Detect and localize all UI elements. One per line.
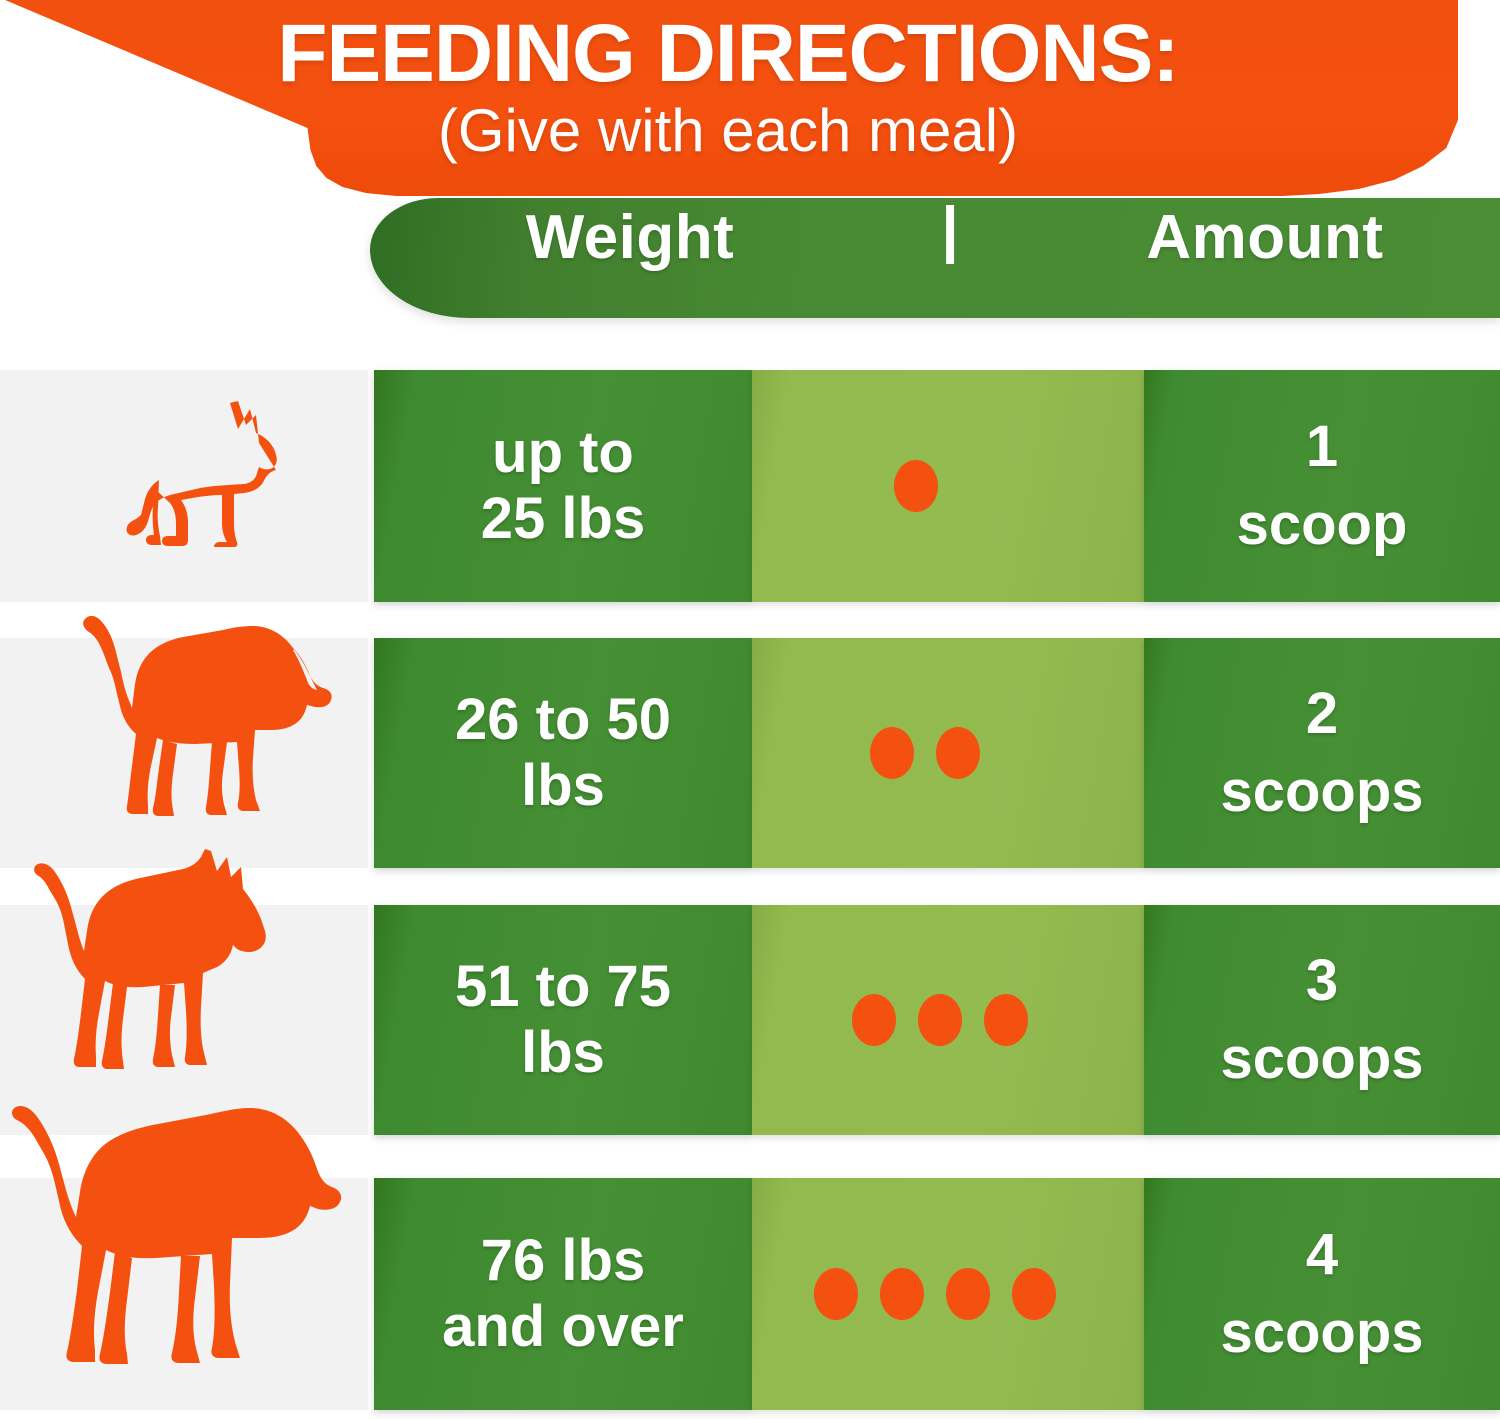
dose-dot: [870, 727, 914, 779]
header-divider: |: [941, 195, 959, 264]
header-zone: Weight | Amount FEEDING DIRECTIONS: (Giv…: [0, 0, 1500, 330]
dot-group: [852, 994, 1028, 1046]
small-dog-icon: [110, 395, 290, 550]
amount-value: 1 scoop: [1236, 414, 1408, 557]
weight-cell: 26 to 50 lbs: [374, 638, 752, 868]
dose-dot: [852, 994, 896, 1046]
dose-dots-cell: [752, 905, 1144, 1135]
table-row: 26 to 50 lbs 2 scoops: [0, 638, 1500, 868]
amount-value: 2 scoops: [1220, 681, 1424, 824]
dose-dot: [880, 1268, 924, 1320]
amount-value: 4 scoops: [1220, 1222, 1424, 1365]
extra-large-dog-icon: [10, 1098, 350, 1368]
dose-dot: [936, 727, 980, 779]
header-weight-label: Weight: [525, 203, 735, 272]
amount-value: 3 scoops: [1220, 948, 1424, 1091]
table-header-bar: Weight | Amount: [370, 195, 1500, 318]
medium-dog-icon: [55, 608, 340, 823]
header-amount-label: Amount: [1146, 203, 1384, 272]
dose-dot: [1012, 1268, 1056, 1320]
dose-dot: [918, 994, 962, 1046]
weight-value: 26 to 50 lbs: [455, 687, 671, 818]
weight-cell: up to 25 lbs: [374, 370, 752, 602]
amount-cell: 4 scoops: [1144, 1178, 1500, 1410]
dot-group: [814, 1268, 1056, 1320]
amount-cell: 3 scoops: [1144, 905, 1500, 1135]
large-dog-icon: [34, 845, 315, 1083]
page-title: FEEDING DIRECTIONS:: [277, 8, 1179, 99]
dose-dot: [984, 994, 1028, 1046]
weight-cell: 76 lbs and over: [374, 1178, 752, 1410]
amount-cell: 2 scoops: [1144, 638, 1500, 868]
amount-cell: 1 scoop: [1144, 370, 1500, 602]
table-row: up to 25 lbs 1 scoop: [0, 370, 1500, 602]
dot-group: [894, 460, 938, 512]
weight-value: 76 lbs and over: [442, 1228, 684, 1359]
dose-dots-cell: [752, 638, 1144, 868]
dog-size-cell: [0, 370, 368, 602]
dose-dots-cell: [752, 1178, 1144, 1410]
dot-group: [870, 727, 980, 779]
dose-dot: [894, 460, 938, 512]
dose-dot: [946, 1268, 990, 1320]
weight-cell: 51 to 75 lbs: [374, 905, 752, 1135]
weight-value: up to 25 lbs: [480, 420, 646, 551]
page-subtitle: (Give with each meal): [437, 97, 1019, 164]
dose-dot: [814, 1268, 858, 1320]
weight-value: 51 to 75 lbs: [455, 954, 671, 1085]
title-banner: FEEDING DIRECTIONS: (Give with each meal…: [0, 0, 1458, 196]
dose-dots-cell: [752, 370, 1144, 602]
